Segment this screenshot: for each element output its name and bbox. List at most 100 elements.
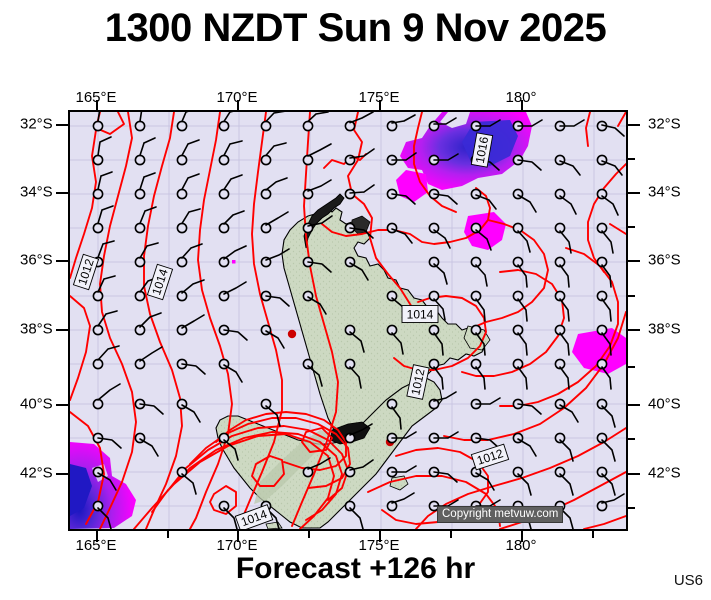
northland-peninsula (303, 193, 345, 249)
precip-north-tail (396, 170, 428, 202)
lon-label-top-180: 180° (505, 89, 537, 106)
wind-barb (134, 172, 156, 200)
wind-barb (134, 137, 156, 166)
wind-barb (428, 290, 446, 321)
wind-barb (176, 243, 203, 268)
wind-barb (554, 256, 570, 288)
isobar-sw-inner-3 (301, 427, 333, 453)
wind-barb (596, 290, 612, 322)
isobar-sw-5 (133, 433, 335, 529)
wind-barb (428, 391, 457, 410)
wind-barb (386, 324, 404, 355)
page-title: 1300 NZDT Sun 9 Nov 2025 (104, 6, 607, 50)
wind-barb (470, 188, 497, 210)
wind-barb (218, 324, 248, 341)
wind-barb (554, 290, 570, 322)
wind-barb (512, 154, 542, 171)
wind-barb (596, 466, 616, 496)
wind-barb (512, 466, 532, 496)
wind-barb (512, 188, 537, 213)
lat-label-right-42s: 42°S (648, 464, 681, 482)
isobar-sw-inner-1 (251, 455, 285, 487)
wind-barb (386, 398, 402, 430)
wind-barb (302, 112, 329, 132)
wind-barb (302, 290, 327, 315)
tick-bottom-165e (96, 531, 98, 542)
isobar-1014-a (143, 112, 183, 529)
rain-pixel-northland (232, 260, 236, 264)
isobar-sw-4 (151, 431, 343, 521)
north-island-landmass (281, 207, 487, 453)
wind-barb (218, 500, 238, 529)
wind-barb (302, 143, 332, 166)
wind-barb (470, 119, 501, 132)
tick-right-34s (628, 192, 640, 194)
tick-right-33s (628, 158, 635, 160)
wind-barb (428, 117, 457, 132)
isobar-label: 1014 (146, 263, 174, 301)
wind-barb (176, 314, 205, 336)
tick-top-165e (96, 100, 98, 110)
wind-barb (470, 222, 492, 251)
isobar-1012-se (381, 447, 489, 525)
isobar-label-text: 1012 (408, 367, 427, 396)
wind-barb (134, 398, 164, 415)
wind-barb (554, 222, 572, 254)
isobar-label: 1014 (234, 504, 274, 529)
wind-barb (134, 312, 162, 336)
wind-barb (596, 324, 612, 356)
wind-barb (92, 466, 117, 491)
weather-map[interactable]: 1012 1014 1016 1014 1012 (68, 110, 628, 531)
wind-barb-layer (92, 112, 625, 529)
tick-right-37s (628, 295, 635, 297)
tick-top-170e (237, 100, 239, 110)
wind-barb (92, 112, 104, 132)
wind-barb (218, 210, 245, 234)
wind-barb (344, 459, 374, 478)
isobar-label: 1016 (470, 132, 494, 168)
wind-barb (596, 256, 612, 288)
lon-label-top-175e: 175°E (358, 89, 400, 106)
wind-barb (176, 112, 189, 132)
wind-barb (554, 188, 577, 215)
tick-bottom-1825e (592, 531, 594, 538)
isobar-label: 1012 (72, 253, 100, 291)
wind-barb (176, 139, 200, 166)
wind-barb (176, 279, 205, 302)
wind-barb (512, 324, 528, 356)
wind-barb (92, 500, 112, 529)
wind-barb (470, 324, 486, 356)
lat-label-right-34s: 34°S (648, 183, 681, 201)
wind-barb (386, 465, 417, 478)
lat-label-left-40s: 40°S (20, 395, 53, 413)
tick-left-40s (56, 404, 68, 406)
wind-barb (596, 493, 625, 512)
lon-label-bottom-175e: 175°E (358, 537, 400, 554)
tick-top-175e (379, 100, 381, 110)
wind-barb (92, 310, 118, 336)
lon-label-top-165e: 165°E (75, 89, 117, 106)
tick-bottom-170e (237, 531, 239, 542)
wind-barb (92, 275, 116, 302)
wind-barb (218, 140, 243, 166)
wind-barb (344, 148, 375, 166)
wind-barb (344, 324, 365, 353)
lat-label-right-38s: 38°S (648, 320, 681, 338)
wind-barb (512, 290, 528, 322)
wind-barb (260, 112, 285, 132)
wind-barb (428, 256, 448, 285)
wind-barb (470, 358, 486, 390)
precip-southwest-core (70, 464, 92, 516)
wind-barb (596, 432, 616, 462)
lat-label-left-38s: 38°S (20, 320, 53, 338)
tick-right-36s (628, 260, 640, 262)
wind-barb (260, 398, 281, 427)
wind-barb (428, 324, 444, 356)
tick-left-36s (56, 260, 68, 262)
wind-barb (428, 358, 444, 390)
wind-barb (470, 290, 486, 322)
wind-barb (344, 256, 369, 281)
wind-barb (176, 208, 201, 234)
wind-barb (176, 398, 201, 423)
wind-barb (470, 432, 500, 449)
